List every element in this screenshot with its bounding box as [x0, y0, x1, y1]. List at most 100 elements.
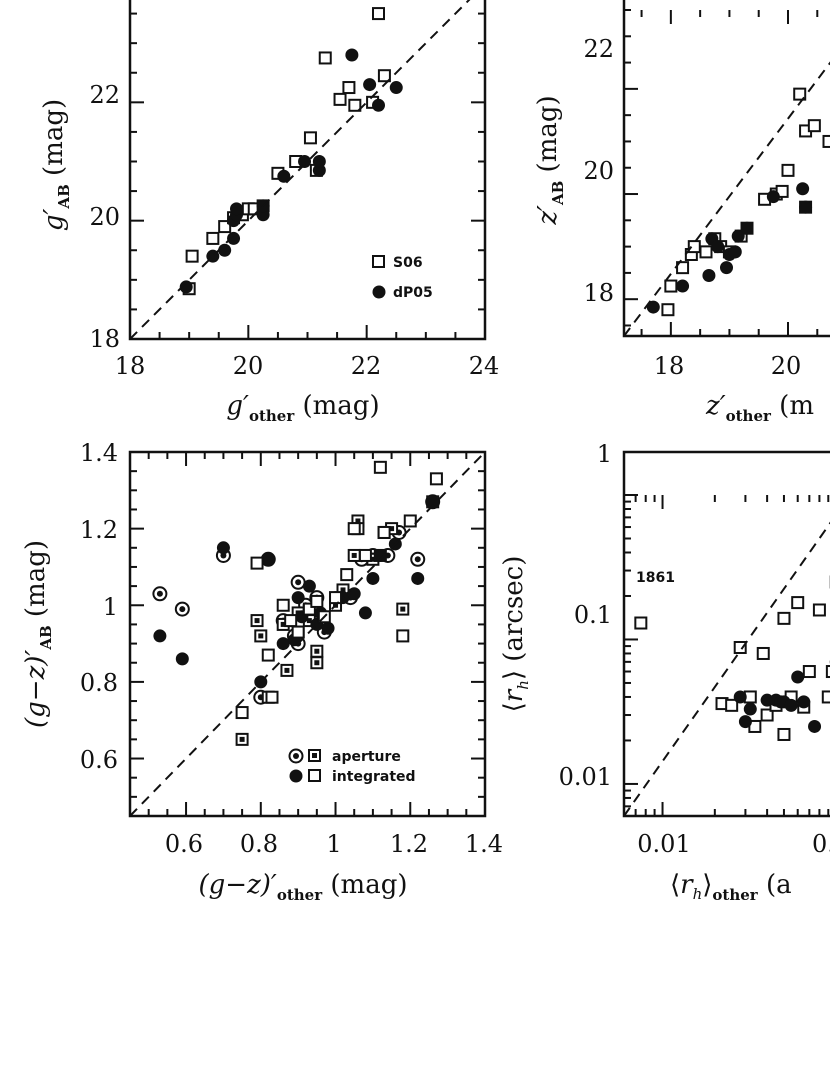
data-point-square: [318, 51, 332, 65]
data-point-square: [291, 625, 305, 639]
data-point-square: [310, 594, 324, 608]
panel-rh-x-axis-label: ⟨rh⟩other (a: [670, 870, 792, 904]
panel-g-points: [179, 7, 403, 296]
data-point-square-center: [370, 556, 376, 562]
data-point-square: [372, 7, 385, 21]
y-tick-label: 22: [89, 81, 120, 109]
x-tick-label: 1.2: [390, 830, 428, 858]
legend-marker-open-square: [372, 255, 385, 268]
panel-rh-y-axis-label: ⟨rh⟩ (arcsec): [499, 556, 532, 713]
data-point-circle: [808, 719, 822, 733]
data-point-square-center: [314, 648, 320, 654]
x-tick-label: 0.01: [637, 830, 690, 858]
legend-marker-ring-circle-dot: [293, 753, 299, 759]
legend-marker-filled-circle: [289, 769, 303, 783]
data-point-square: [329, 591, 343, 605]
data-point-circle: [784, 698, 798, 712]
data-point-square: [429, 472, 443, 486]
data-point-square: [377, 525, 391, 539]
data-point-square-center: [306, 618, 312, 624]
data-point-square: [276, 598, 290, 612]
data-point-circle: [298, 155, 312, 168]
y-tick-label: 18: [89, 325, 120, 353]
x-tick-label: 22: [351, 352, 382, 380]
panel-z-x-axis-label: z′other (m: [705, 391, 814, 425]
data-point-square: [373, 460, 387, 474]
panel-gz-ref-line: [129, 451, 486, 817]
data-point-circle: [766, 190, 780, 204]
data-point-circle: [796, 182, 810, 196]
data-point-square: [781, 163, 795, 177]
panel-z-ticks: [624, 9, 819, 336]
y-tick-label: 18: [583, 279, 614, 307]
data-point-square: [821, 690, 830, 704]
data-point-circle: [743, 702, 757, 716]
x-tick-label: 0.1: [812, 830, 830, 858]
y-tick-label: 20: [583, 157, 614, 185]
data-point-circle: [175, 652, 189, 666]
data-point-ring-center: [179, 606, 186, 613]
data-point-square-center: [254, 618, 260, 624]
data-point-square: [807, 119, 821, 133]
legend-label-s06: S06: [393, 255, 423, 271]
panel-g-y-axis-label: g′AB (mag): [39, 99, 73, 231]
data-point-square: [812, 603, 826, 617]
data-point-circle: [676, 279, 690, 293]
data-point-circle: [720, 261, 733, 275]
data-point-square: [348, 98, 362, 112]
y-tick-label: 1.4: [80, 439, 118, 467]
data-point-square: [284, 614, 298, 628]
panel-rh: 1861 0.01 0.1 0.01 0.1 1 ⟨rh⟩other (a ⟨r…: [499, 440, 830, 904]
y-tick-label: 20: [89, 203, 120, 231]
data-point-circle: [358, 606, 372, 620]
data-point-circle: [728, 245, 742, 259]
data-point-ring-center: [414, 556, 421, 563]
data-point-circle: [372, 98, 385, 112]
data-point-square: [756, 646, 770, 660]
data-point-circle: [799, 200, 813, 214]
data-point-circle: [179, 280, 193, 294]
y-tick-label: 0.01: [559, 763, 612, 791]
y-tick-label: 0.6: [80, 746, 118, 774]
legend-marker-filled-circle: [372, 285, 386, 299]
x-tick-label: 24: [469, 352, 500, 380]
panel-rh-frame: [622, 450, 830, 818]
data-point-circle: [711, 240, 725, 254]
data-point-square: [733, 640, 747, 654]
data-point-square-center: [400, 606, 406, 612]
data-point-ring-center: [295, 579, 302, 586]
data-point-circle: [153, 629, 167, 643]
data-point-square: [777, 611, 791, 625]
data-point-square-center: [351, 552, 357, 558]
data-point-square-center: [355, 518, 361, 524]
data-point-square: [347, 522, 361, 536]
data-point-circle: [389, 81, 403, 95]
x-tick-label: 18: [654, 352, 685, 380]
data-point-square: [340, 568, 354, 582]
data-point-square: [250, 556, 264, 570]
data-point-circle: [302, 579, 316, 593]
data-point-circle: [321, 621, 335, 635]
data-point-square: [265, 690, 279, 704]
x-tick-label: 20: [233, 352, 264, 380]
data-point-square: [634, 616, 648, 630]
panel-g-frame: [128, 0, 487, 341]
data-point-square: [403, 514, 417, 528]
data-point-square-center: [340, 587, 346, 593]
panel-z-frame: [622, 0, 830, 338]
y-tick-label: 1: [597, 440, 612, 468]
panel-gz-legend: aperture integrated: [288, 748, 416, 785]
data-point-circle: [363, 78, 377, 92]
data-point-circle: [733, 690, 747, 704]
data-point-circle: [646, 300, 660, 314]
data-point-square: [676, 261, 690, 275]
data-point-circle: [702, 269, 716, 283]
data-point-square: [802, 665, 816, 679]
data-point-square: [793, 87, 807, 101]
data-point-ring-center: [156, 590, 163, 597]
panel-g: S06 dP05 18 20 22 24 18 20 22 g′other (m…: [39, 0, 499, 425]
data-point-square: [342, 81, 356, 95]
panel-gz-points: [152, 460, 443, 746]
data-point-circle: [276, 637, 290, 651]
